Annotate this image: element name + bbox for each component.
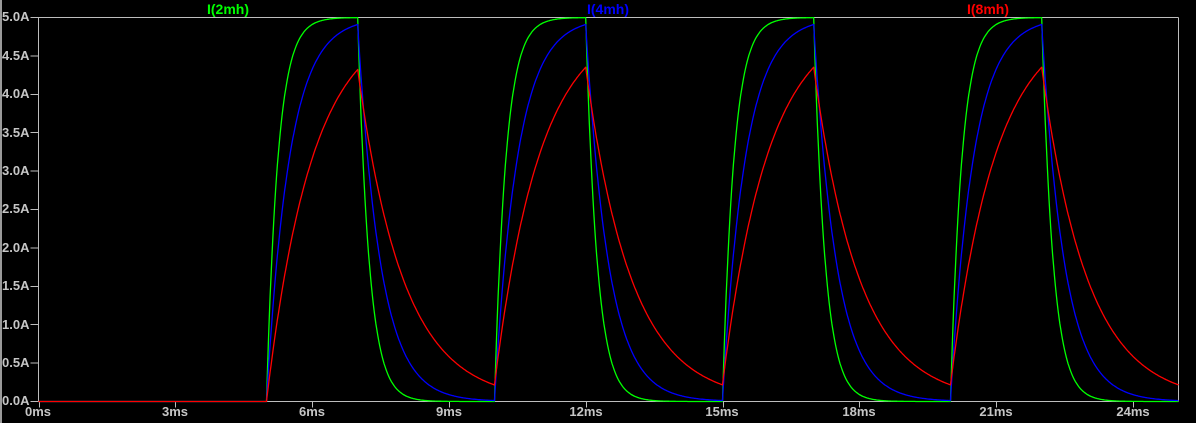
y-tick-label-0-5a: 0.5A	[2, 355, 30, 370]
x-tick-label-9ms: 9ms	[435, 404, 463, 419]
trace-label-i-2mh[interactable]: I(2mh)	[207, 1, 249, 17]
x-tick-label-12ms: 12ms	[569, 404, 603, 419]
x-tick-label-15ms: 15ms	[705, 404, 739, 419]
trace-i-8mh[interactable]	[38, 66, 1179, 403]
axis-tick-marks	[30, 17, 1134, 408]
plot-border	[38, 17, 1179, 402]
y-tick-label-2-0a: 2.0A	[2, 240, 30, 255]
x-tick-label-6ms: 6ms	[298, 404, 326, 419]
x-tick-label-24ms: 24ms	[1116, 404, 1150, 419]
trace-i-2mh[interactable]	[38, 16, 1179, 403]
trace-label-i-4mh[interactable]: I(4mh)	[587, 1, 629, 17]
x-tick-label-21ms: 21ms	[979, 404, 1013, 419]
trace-i-4mh[interactable]	[38, 23, 1179, 403]
y-tick-label-1-0a: 1.0A	[2, 317, 30, 332]
y-tick-label-0-0a: 0.0A	[2, 393, 30, 408]
x-tick-label-3ms: 3ms	[161, 404, 189, 419]
x-tick-label-18ms: 18ms	[842, 404, 876, 419]
y-tick-label-4-5a: 4.5A	[2, 48, 30, 63]
y-tick-label-4-0a: 4.0A	[2, 86, 30, 101]
y-tick-label-3-5a: 3.5A	[2, 125, 30, 140]
window-border-left	[0, 0, 2, 423]
y-tick-label-5-0a: 5.0A	[2, 9, 30, 24]
y-tick-label-1-5a: 1.5A	[2, 278, 30, 293]
x-tick-label-0ms: 0ms	[24, 404, 52, 419]
trace-label-i-8mh[interactable]: I(8mh)	[967, 1, 1009, 17]
y-tick-label-2-5a: 2.5A	[2, 201, 30, 216]
y-tick-label-3-0a: 3.0A	[2, 163, 30, 178]
